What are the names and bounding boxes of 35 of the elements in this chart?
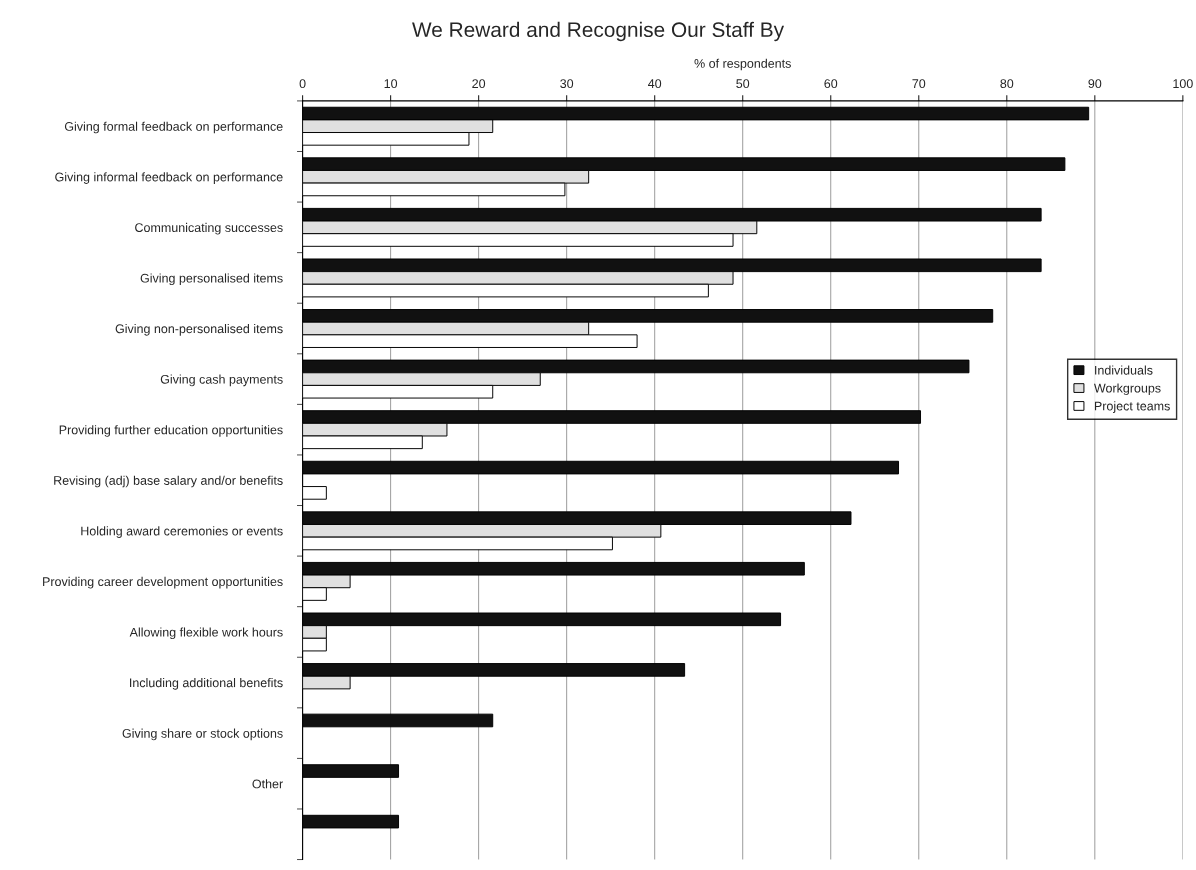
- legend-label: Workgroups: [1093, 383, 1161, 396]
- y-tick-label: Allowing flexible work hours: [129, 627, 283, 640]
- x-tick-label: 90: [1088, 79, 1102, 89]
- x-tick-label: 60: [824, 79, 838, 89]
- x-tick-label: 30: [560, 79, 574, 89]
- bar: [302, 713, 494, 728]
- y-tick-label: Communicating successes: [135, 222, 283, 235]
- x-tick-label: 100: [1173, 79, 1193, 89]
- x-tick-label: 20: [472, 79, 486, 89]
- x-tick-label: 50: [736, 79, 750, 89]
- y-tick-label: Giving informal feedback on performance: [55, 172, 283, 184]
- x-tick-label: 70: [912, 79, 926, 89]
- bar: [302, 814, 400, 829]
- x-tick-label: 80: [1000, 79, 1014, 89]
- x-tick-label: 40: [648, 79, 662, 89]
- y-tick-label: Other: [252, 779, 283, 789]
- bar: [302, 486, 327, 500]
- y-tick-label: Revising (adj) base salary and/or benefits: [54, 475, 283, 488]
- y-tick-label: Giving personalised items: [140, 273, 283, 286]
- x-tick-label: 0: [299, 79, 306, 89]
- x-tick-label: 10: [384, 79, 398, 89]
- legend-label: Individuals: [1095, 365, 1153, 375]
- bar: [302, 764, 400, 778]
- y-tick-label: Providing career development opportunities: [43, 576, 283, 589]
- bar: [302, 460, 900, 475]
- y-tick-label: Giving formal feedback on performance: [64, 121, 283, 134]
- chart-title: We Reward and Recognise Our Staff By: [412, 21, 785, 42]
- y-tick-label: Giving non-personalised items: [115, 323, 283, 336]
- x-axis-title: % of respondents: [694, 58, 791, 71]
- legend-label: Project teams: [1094, 401, 1170, 413]
- y-tick-label: Giving cash payments: [160, 374, 283, 387]
- y-tick-label: Including additional benefits: [130, 678, 283, 690]
- y-tick-label: Giving share or stock options: [122, 728, 283, 741]
- y-tick-label: Providing further education opportunities: [59, 425, 283, 437]
- y-tick-label: Holding award ceremonies or events: [81, 526, 283, 538]
